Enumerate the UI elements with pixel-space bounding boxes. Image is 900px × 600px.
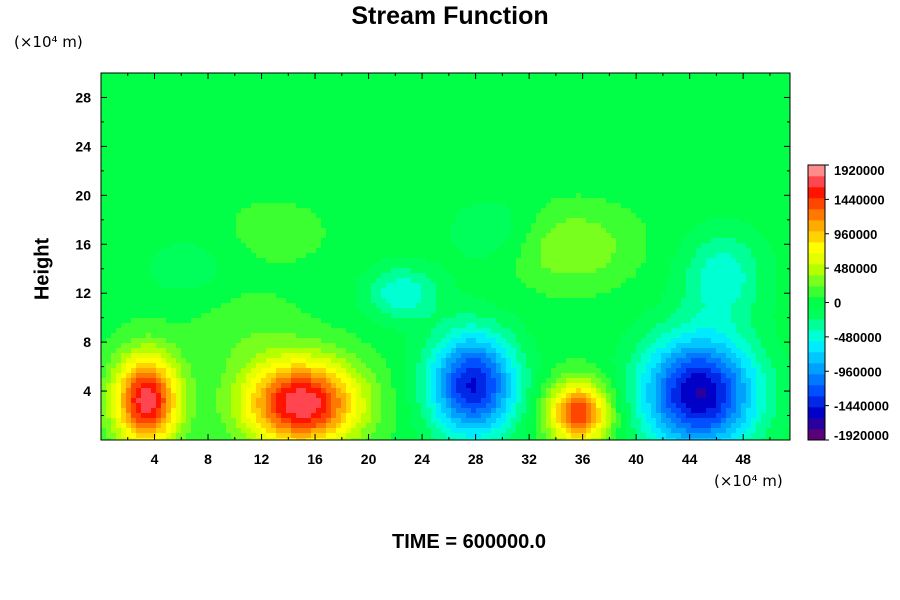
colorbar-swatch [808,308,825,320]
y-axis-unit: (×10⁴ m) [14,33,83,51]
x-tick-label: 20 [361,451,377,467]
colorbar-swatch [808,429,825,441]
colorbar-swatch [808,352,825,364]
x-tick-label: 12 [254,451,270,467]
colorbar-tick-label: 960000 [834,227,877,242]
colorbar-swatch [808,242,825,254]
colorbar-tick-label: 1440000 [834,192,885,207]
colorbar-swatch [808,198,825,210]
colorbar-swatch [808,264,825,276]
colorbar-tick-label: -1920000 [834,428,889,443]
x-tick-label: 32 [521,451,537,467]
colorbar-tick-label: -1440000 [834,399,889,414]
x-tick-label: 28 [468,451,484,467]
x-tick-label: 16 [307,451,323,467]
colorbar-swatch [808,374,825,386]
colorbar-swatch [808,341,825,353]
colorbar-tick-label: 480000 [834,261,877,276]
x-axis-unit: (×10⁴ m) [714,472,783,490]
time-label: TIME = 600000.0 [392,531,546,553]
colorbar-swatch [808,253,825,265]
x-tick-label: 24 [414,451,430,467]
colorbar-swatch [808,275,825,287]
y-tick-label: 24 [75,138,91,154]
colorbar: 1920000 1440000 960000 480000 0 -480000 -96000… [807,163,889,443]
colorbar-swatch [808,396,825,408]
colorbar-swatch [808,286,825,298]
contour-field [101,73,791,441]
y-tick-label: 28 [75,89,91,105]
y-tick-label: 20 [75,187,91,203]
colorbar-swatch [808,319,825,331]
colorbar-swatch [808,418,825,430]
colorbar-tick-label: -960000 [834,364,882,379]
colorbar-swatch [808,209,825,221]
y-tick-label: 16 [75,236,91,252]
x-tick-label: 8 [204,451,212,467]
colorbar-swatch [808,407,825,419]
colorbar-swatch [808,220,825,232]
colorbar-swatch [808,363,825,375]
x-tick-label: 44 [682,451,698,467]
x-tick-label: 48 [735,451,751,467]
colorbar-swatch [808,187,825,199]
colorbar-swatch [808,165,825,177]
y-tick-label: 8 [83,334,91,350]
x-tick-label: 40 [628,451,644,467]
colorbar-swatch [808,231,825,243]
y-tick-label: 4 [83,383,91,399]
x-tick-label: 4 [151,451,159,467]
colorbar-swatch [808,297,825,309]
chart-title: Stream Function [351,2,549,30]
x-tick-label: 36 [575,451,591,467]
plot-frame [100,72,791,441]
colorbar-swatch [808,176,825,188]
colorbar-tick-label: -480000 [834,330,882,345]
colorbar-tick-label: 0 [834,296,841,311]
colorbar-swatch [808,330,825,342]
colorbar-tick-label: 1920000 [834,163,885,178]
y-tick-label: 12 [75,285,91,301]
colorbar-swatch [808,385,825,397]
